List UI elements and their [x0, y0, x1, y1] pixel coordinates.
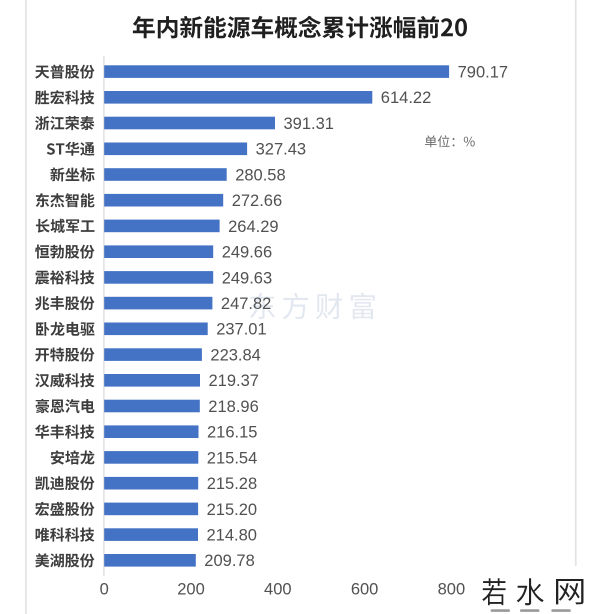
svg-text:247.82: 247.82: [221, 295, 271, 313]
svg-text:790.17: 790.17: [458, 64, 508, 82]
svg-text:800: 800: [438, 581, 466, 599]
svg-text:200: 200: [177, 581, 205, 599]
svg-text:272.66: 272.66: [232, 192, 282, 210]
svg-text:327.43: 327.43: [256, 141, 306, 159]
svg-text:280.58: 280.58: [235, 166, 285, 184]
svg-text:391.31: 391.31: [284, 115, 334, 133]
svg-text:0: 0: [100, 581, 109, 599]
svg-text:209.78: 209.78: [204, 552, 254, 570]
svg-text:249.66: 249.66: [222, 244, 272, 262]
svg-text:600: 600: [351, 581, 379, 599]
svg-text:249.63: 249.63: [222, 269, 272, 287]
svg-text:223.84: 223.84: [210, 347, 260, 365]
svg-text:400: 400: [264, 581, 292, 599]
svg-text:215.54: 215.54: [207, 449, 257, 467]
svg-text:219.37: 219.37: [209, 372, 259, 390]
svg-text:215.28: 215.28: [207, 475, 257, 493]
svg-text:614.22: 614.22: [381, 89, 431, 107]
svg-text:214.80: 214.80: [207, 527, 257, 545]
svg-text:237.01: 237.01: [216, 321, 266, 339]
svg-text:216.15: 216.15: [207, 424, 257, 442]
svg-text:215.20: 215.20: [207, 501, 257, 519]
svg-text:218.96: 218.96: [208, 398, 258, 416]
svg-text:264.29: 264.29: [228, 218, 278, 236]
